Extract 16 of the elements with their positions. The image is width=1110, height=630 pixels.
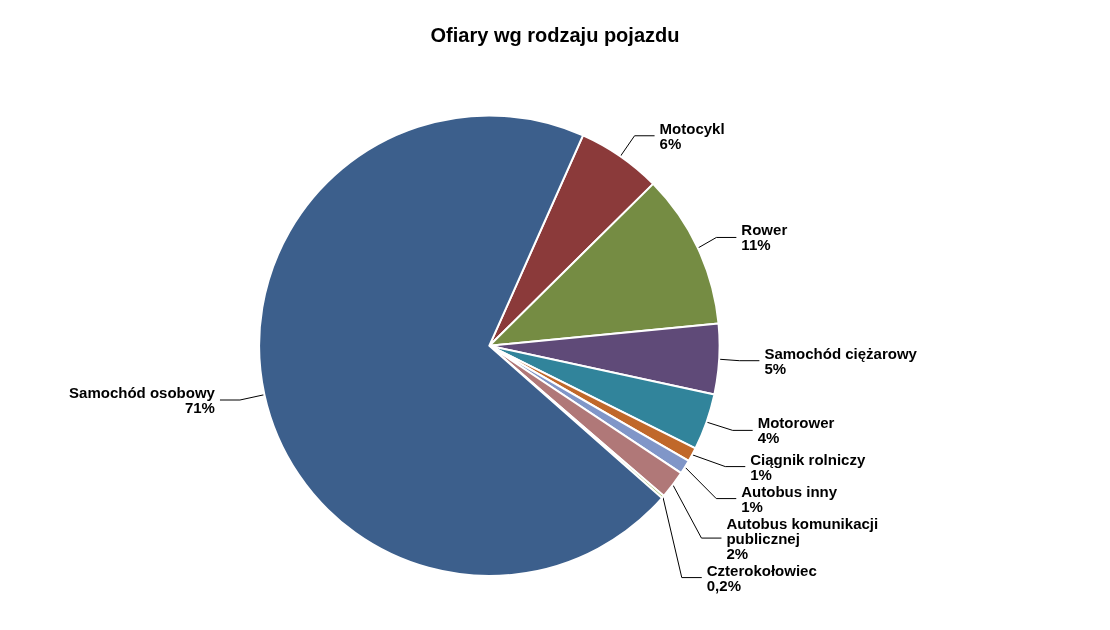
- slice-label: Autobus komunikacji publicznej: [726, 514, 879, 547]
- slice-label: Motocykl: [659, 119, 725, 137]
- slice-label: Rower: [741, 221, 788, 239]
- data-label: 4%: [757, 429, 780, 447]
- data-label: 0,2%: [706, 576, 741, 594]
- slice-label: Autobus inny: [741, 482, 838, 500]
- slice-label: Samochód ciężarowy: [764, 344, 918, 362]
- slice-label: Ciągnik rolniczy: [750, 450, 866, 468]
- slice-label: Motorower: [757, 414, 835, 432]
- data-label: 5%: [764, 359, 787, 377]
- chart-title: Ofiary wg rodzaju pojazdu: [430, 24, 680, 46]
- data-label: 6%: [659, 134, 682, 152]
- data-label: 1%: [741, 497, 763, 515]
- data-label: 11%: [741, 236, 771, 254]
- slice-label: Czterokołowiec: [706, 561, 817, 579]
- slice-label: Samochód osobowy: [69, 384, 216, 402]
